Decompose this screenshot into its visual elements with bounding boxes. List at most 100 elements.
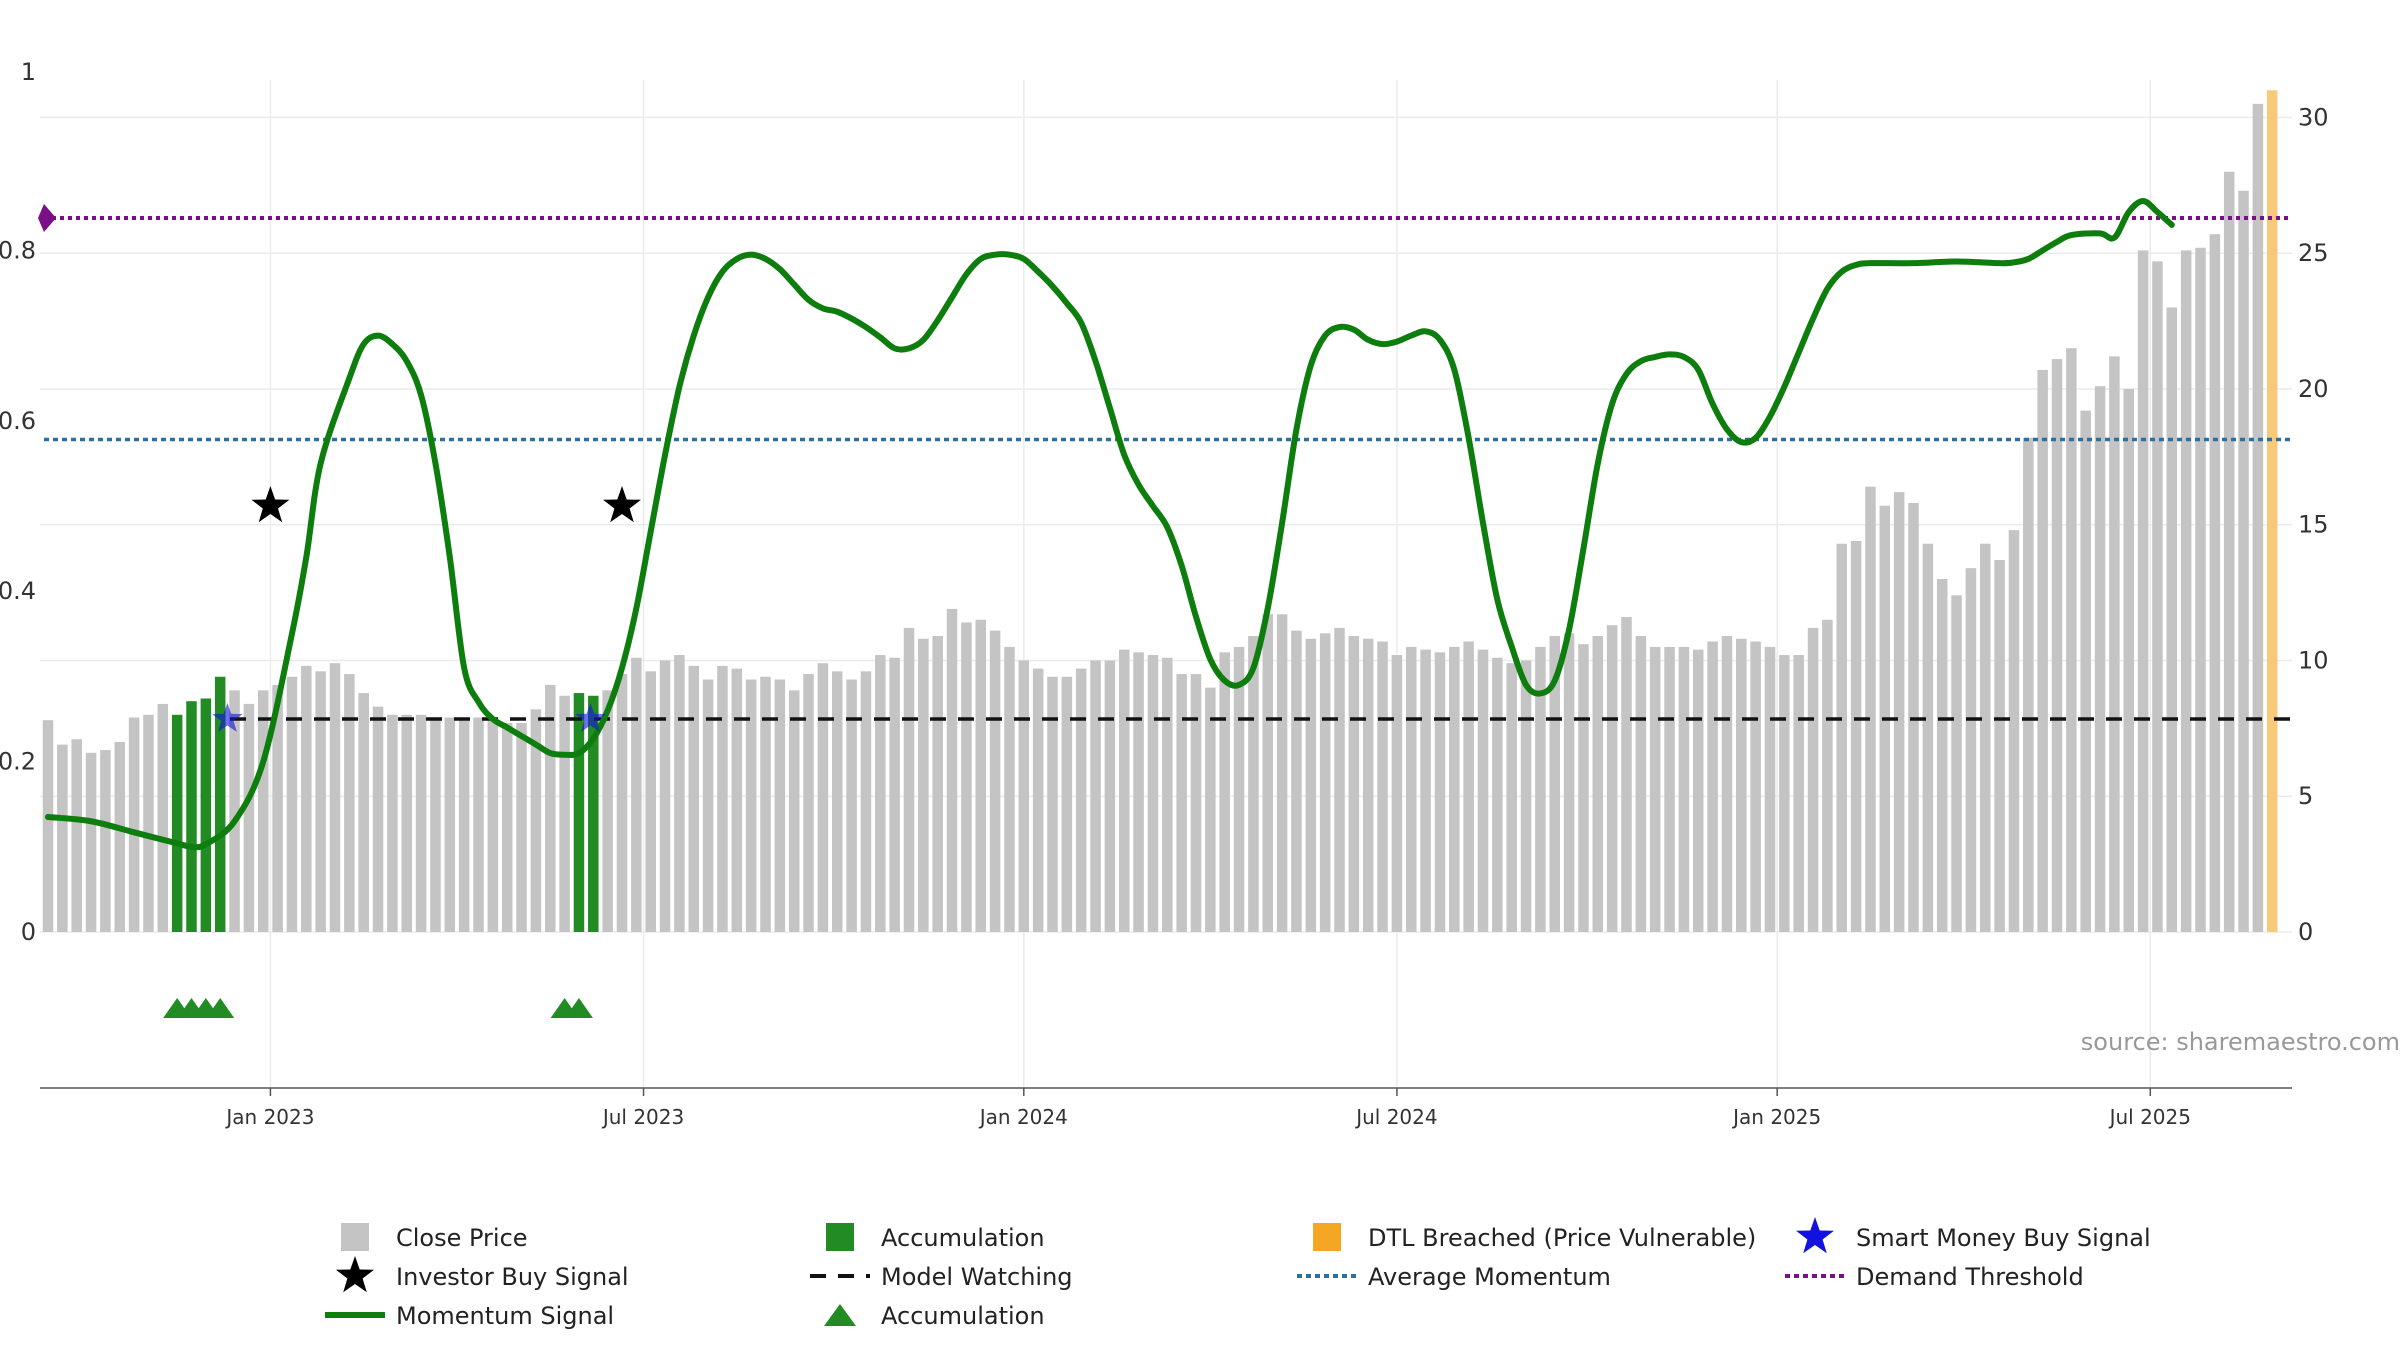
close-price-bar (1377, 641, 1388, 932)
close-price-bar (2137, 250, 2149, 933)
legend-item: DTL Breached (Price Vulnerable) (1313, 1223, 1756, 1252)
close-price-bar (1190, 674, 1202, 932)
close-price-bar (989, 630, 1001, 932)
right-tick-label: 10 (2298, 646, 2329, 674)
close-price-bar (1592, 636, 1604, 932)
close-price-bar (1965, 568, 1977, 932)
close-price-bar (1061, 676, 1073, 932)
close-price-bar (1678, 646, 1690, 932)
close-price-bar (1736, 638, 1747, 932)
close-price-bar (329, 663, 341, 932)
close-price-bar (2180, 250, 2192, 933)
close-price-bar (803, 674, 814, 932)
close-price-bar (817, 663, 829, 932)
close-price-bar (415, 714, 427, 932)
close-price-bar (530, 709, 542, 932)
close-price-bar (932, 636, 943, 932)
right-tick-label: 15 (2298, 511, 2329, 539)
close-price-swatch (341, 1223, 369, 1251)
left-tick-label: 0.2 (0, 748, 36, 776)
close-price-bar (1334, 627, 1345, 932)
close-price-bar (1807, 627, 1819, 932)
source-label: source: sharemaestro.com (2081, 1028, 2400, 1056)
close-price-bar (2109, 356, 2120, 932)
x-tick-label: Jan 2024 (978, 1105, 1068, 1129)
close-price-bar (1578, 644, 1589, 932)
close-price-bar (903, 627, 915, 932)
dtl-breached-bar (2267, 90, 2278, 933)
close-price-bar (1090, 660, 1101, 932)
close-price-bar (243, 703, 255, 932)
legend-item: Smart Money Buy Signal (1796, 1217, 2151, 1254)
legend-label: Accumulation (881, 1224, 1045, 1252)
close-price-bar (1391, 655, 1403, 932)
close-price-bar (430, 717, 441, 932)
grid-lines (40, 80, 2292, 1088)
investor-star-icon (336, 1256, 374, 1293)
momentum-line-layer (45, 197, 2175, 851)
close-price-bar (1635, 636, 1647, 932)
close-price-bar (1434, 652, 1446, 932)
close-price-bar (458, 717, 470, 932)
close-price-bar (774, 679, 786, 932)
close-price-bar (645, 671, 656, 932)
accumulation-swatch (826, 1223, 854, 1251)
close-price-bar (688, 665, 699, 932)
accumulation-bar (214, 676, 226, 932)
close-price-bar (286, 676, 298, 932)
close-price-bar (731, 668, 743, 932)
close-price-bar (889, 657, 900, 932)
close-price-bar (918, 638, 929, 932)
close-price-bar (1276, 614, 1288, 932)
legend-label: Demand Threshold (1856, 1263, 2084, 1291)
close-price-bar (1664, 646, 1675, 932)
close-price-bar (1822, 619, 1833, 932)
close-price-bar (860, 671, 872, 932)
right-tick-label: 20 (2298, 375, 2329, 403)
close-price-bar (57, 744, 68, 932)
close-price-bar (788, 690, 800, 932)
close-price-bar (1248, 636, 1259, 932)
close-price-bar (444, 717, 456, 932)
legend-item: Investor Buy Signal (336, 1256, 629, 1293)
close-price-bar (1075, 668, 1087, 932)
left-tick-label: 0.8 (0, 236, 36, 264)
legend-item: Momentum Signal (325, 1302, 614, 1330)
close-price-bar (702, 679, 714, 932)
close-price-bar (42, 720, 54, 932)
close-price-bar (631, 657, 642, 932)
close-price-bar (1549, 636, 1560, 932)
close-price-bar (1004, 646, 1015, 932)
x-tick-label: Jul 2025 (2108, 1105, 2191, 1129)
legend-item: Average Momentum (1297, 1263, 1611, 1291)
legend-label: Average Momentum (1368, 1263, 1611, 1291)
close-price-bar (1032, 668, 1044, 932)
left-tick-label: 0.6 (0, 407, 36, 435)
accumulation-bar (200, 698, 212, 932)
close-price-bar (832, 671, 843, 932)
close-price-bar (1922, 543, 1934, 932)
close-price-bar (1980, 543, 1991, 932)
legend-item: Close Price (341, 1223, 528, 1252)
close-price-bar (1119, 649, 1130, 932)
close-price-bar (2066, 348, 2077, 932)
close-price-bar (2123, 388, 2134, 933)
close-price-bar (315, 671, 326, 932)
close-price-bar (1176, 674, 1187, 932)
investor-buy-star (251, 486, 290, 523)
legend-label: Investor Buy Signal (396, 1263, 629, 1291)
legend: Close Price Accumulation DTL Breached (Pri… (325, 1217, 2151, 1330)
close-price-bar (387, 714, 398, 932)
close-price-bar (143, 714, 154, 932)
right-tick-label: 5 (2298, 782, 2313, 810)
x-tick-label: Jan 2023 (224, 1105, 314, 1129)
close-price-bar (659, 660, 671, 932)
close-price-bar (1420, 649, 1431, 932)
legend-label: Accumulation (881, 1302, 1045, 1330)
close-price-bar (1779, 655, 1790, 932)
momentum-signal-line (45, 197, 2175, 851)
close-price-bar (846, 679, 857, 932)
close-price-bar (1219, 652, 1230, 932)
close-price-bar (516, 722, 527, 932)
close-price-bar (1205, 687, 1216, 932)
